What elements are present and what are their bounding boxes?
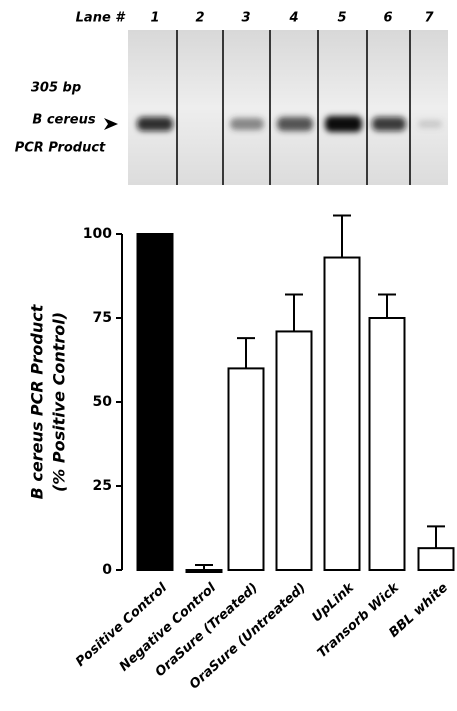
lane-number: 6 (383, 11, 392, 26)
bar (325, 258, 360, 570)
bar (370, 318, 405, 570)
gel-label: PCR Product (15, 141, 106, 156)
y-axis-label: B cereus PCR Product (% Positive Control… (28, 303, 69, 499)
lane-number: 5 (337, 11, 346, 26)
figure: Lane # 305 bp B cereus PCR Product B cer… (0, 0, 457, 711)
bar (187, 570, 222, 572)
y-tick-label: 0 (102, 562, 112, 578)
y-tick-label: 100 (83, 226, 112, 242)
lane-number: 3 (241, 11, 250, 26)
x-tick-label: Transorb Wick (315, 580, 403, 662)
bar (419, 548, 454, 570)
y-tick-label: 25 (93, 478, 112, 494)
x-tick-label: Positive Control (73, 580, 170, 670)
lane-number: 2 (195, 11, 204, 26)
y-tick-label: 50 (93, 394, 113, 410)
y-axis-label-line: B cereus PCR Product (28, 303, 47, 499)
lane-number: 4 (288, 11, 298, 26)
bar (277, 331, 312, 570)
gel-label: B cereus (32, 113, 95, 128)
gel-background (128, 30, 448, 185)
lane-number: 1 (150, 11, 159, 26)
gel-label: 305 bp (31, 81, 81, 96)
bar (229, 368, 264, 570)
page: {"gel": {"lane_header": "Lane #", "lanes… (0, 0, 457, 711)
lane-number: 7 (424, 11, 434, 26)
lane-header: Lane # (76, 11, 127, 26)
y-axis-label-line: (% Positive Control) (50, 312, 69, 492)
band-arrow (104, 118, 118, 130)
gel-image (104, 30, 448, 185)
y-tick-label: 75 (93, 310, 112, 326)
bar (138, 234, 173, 570)
